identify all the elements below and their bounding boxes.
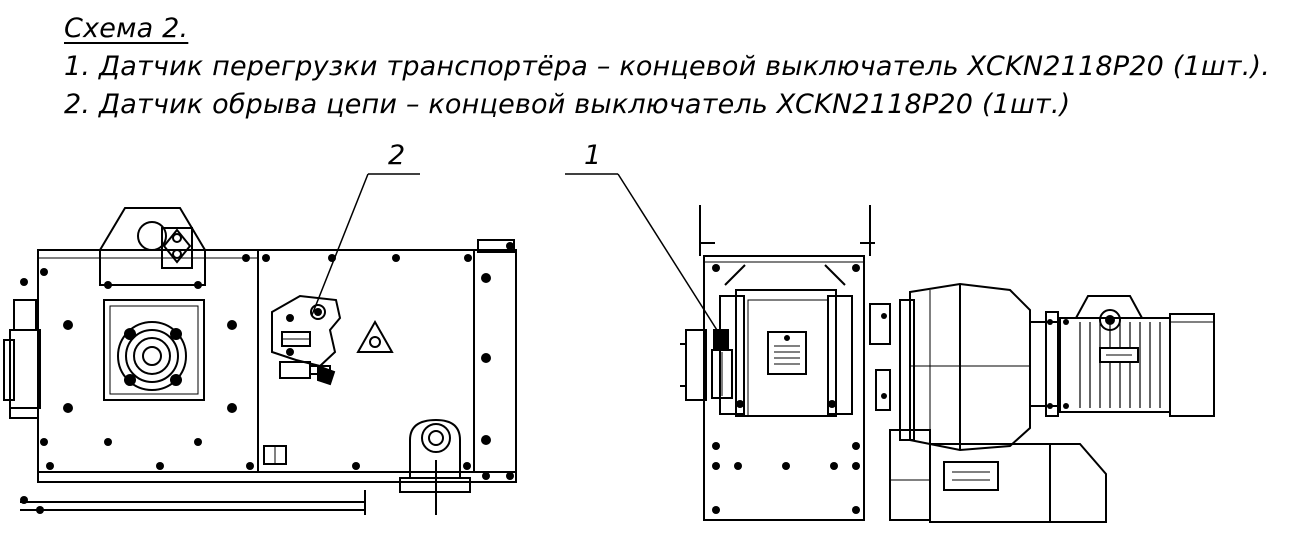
scheme-title: Схема 2. (64, 13, 189, 44)
callout-label-1: 1 (584, 140, 602, 171)
note-item-1: 1. Датчик перегрузки транспортёра – конц… (64, 51, 1271, 82)
conveyor-side-view (3, 207, 517, 515)
diagram-notes: Схема 2. 1. Датчик перегрузки транспортё… (64, 10, 1270, 124)
callout-label-2: 2 (388, 140, 406, 171)
callout-leader-1 (565, 173, 723, 339)
callout-leader-2 (311, 173, 420, 316)
drive-end-view (680, 205, 1215, 523)
note-item-2: 2. Датчик обрыва цепи – концевой выключа… (64, 89, 1071, 120)
